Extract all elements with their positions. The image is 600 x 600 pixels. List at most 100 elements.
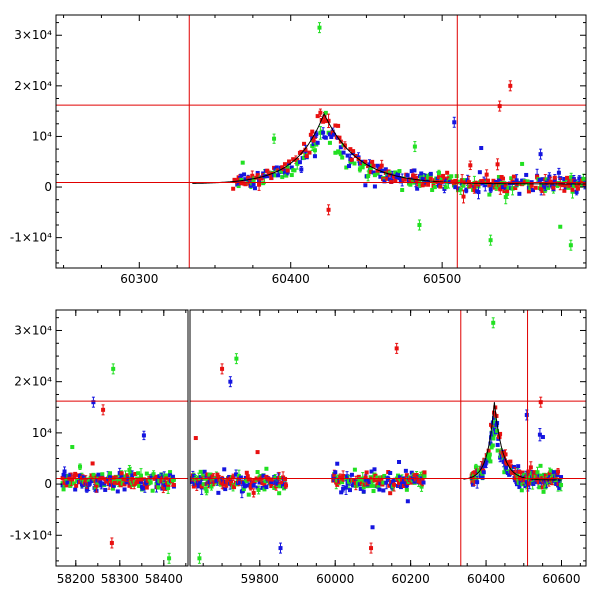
data-point <box>302 155 307 160</box>
data-point <box>140 486 145 491</box>
data-point <box>292 168 297 173</box>
data-point <box>486 448 491 453</box>
data-point <box>491 320 496 325</box>
data-point <box>547 471 552 476</box>
data-point <box>389 179 394 184</box>
data-point <box>64 477 69 482</box>
data-point <box>201 482 206 487</box>
data-point <box>170 474 175 479</box>
x-tick-label: 60500 <box>423 272 461 286</box>
data-point <box>502 181 507 186</box>
data-point <box>280 175 285 180</box>
data-point <box>388 491 393 496</box>
y-tick-label: -1×10⁴ <box>10 231 52 245</box>
data-point <box>100 472 105 477</box>
data-point <box>237 480 242 485</box>
data-point <box>426 179 431 184</box>
data-point <box>136 471 141 476</box>
data-point <box>363 183 368 188</box>
data-point <box>95 480 100 485</box>
data-point <box>498 431 503 436</box>
top-plot-area <box>56 15 586 268</box>
data-point <box>396 483 401 488</box>
data-point <box>269 484 274 489</box>
data-point <box>510 186 515 191</box>
data-point <box>577 182 582 187</box>
data-point <box>432 185 437 190</box>
data-point <box>193 436 198 441</box>
data-point <box>242 172 247 177</box>
data-point <box>65 480 70 485</box>
data-point <box>352 467 357 472</box>
data-point <box>144 482 149 487</box>
data-point <box>575 186 580 191</box>
data-point <box>481 470 486 475</box>
x-tick-label: 58200 <box>57 572 95 586</box>
data-point <box>78 480 83 485</box>
data-point <box>351 151 356 156</box>
data-point <box>385 176 390 181</box>
data-point <box>511 464 516 469</box>
data-point <box>314 132 319 137</box>
data-point <box>243 182 248 187</box>
top-panel: -1×10⁴ 0 10⁴ 2×10⁴ 3×10⁴ 60300 60400 60500 <box>10 14 587 286</box>
data-point <box>469 183 474 188</box>
data-point <box>532 470 537 475</box>
data-point <box>375 168 380 173</box>
model-curve <box>192 112 586 185</box>
data-point <box>541 489 546 494</box>
data-point <box>540 177 545 182</box>
data-point <box>274 165 279 170</box>
data-point <box>537 178 542 183</box>
data-point <box>547 174 552 179</box>
data-point <box>262 487 267 492</box>
data-point <box>436 175 441 180</box>
data-point <box>259 176 264 181</box>
data-point <box>528 465 533 470</box>
data-point <box>361 489 366 494</box>
data-point <box>326 118 331 123</box>
data-point <box>559 483 564 488</box>
data-point <box>387 172 392 177</box>
data-point <box>315 114 320 119</box>
data-point <box>250 173 255 178</box>
data-point <box>122 482 127 487</box>
data-point <box>461 194 466 199</box>
data-point <box>190 479 194 484</box>
y-tick-label: 10⁴ <box>32 426 52 440</box>
data-point <box>262 482 267 487</box>
data-point <box>352 161 357 166</box>
data-point <box>137 483 142 488</box>
data-point <box>312 154 317 159</box>
data-point <box>243 177 248 182</box>
data-point <box>96 472 101 477</box>
data-point <box>526 189 531 194</box>
data-point <box>261 473 266 478</box>
data-point <box>335 461 340 466</box>
data-point <box>388 471 393 476</box>
data-point <box>560 183 565 188</box>
data-point <box>479 146 484 151</box>
data-point <box>265 174 270 179</box>
data-point <box>384 480 389 485</box>
data-point <box>349 472 354 477</box>
data-point <box>492 426 497 431</box>
top-frame <box>55 14 587 269</box>
data-point <box>505 191 510 196</box>
data-point <box>359 481 364 486</box>
data-point <box>556 170 561 175</box>
data-point <box>371 170 376 175</box>
model-curve <box>463 402 562 481</box>
data-point <box>507 471 512 476</box>
data-point <box>264 466 269 471</box>
data-point <box>476 190 481 195</box>
data-point <box>289 173 294 178</box>
x-tick-label: 60300 <box>120 272 158 286</box>
data-point <box>321 130 326 135</box>
data-point <box>409 169 414 174</box>
data-point <box>488 183 493 188</box>
data-point <box>323 110 328 115</box>
data-point <box>502 470 507 475</box>
data-point <box>492 415 497 420</box>
